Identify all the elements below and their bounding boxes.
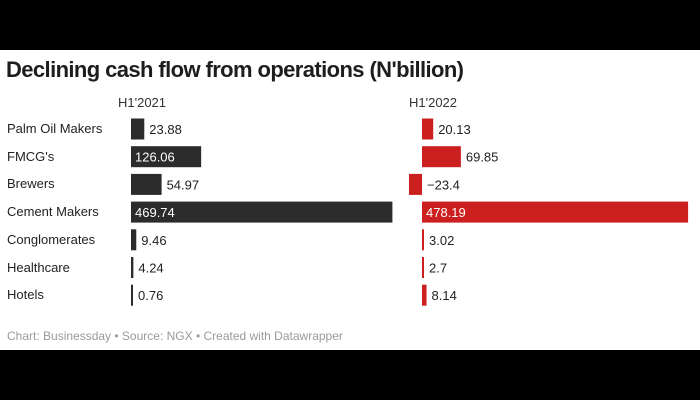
- category-label: Cement Makers: [7, 204, 99, 220]
- value-label: 0.76: [138, 288, 163, 303]
- value-label: −23.4: [427, 177, 460, 192]
- bar: [131, 201, 393, 223]
- bar: [408, 173, 422, 195]
- value-label: 23.88: [149, 122, 182, 137]
- value-label: 2.7: [429, 261, 447, 276]
- column-header-h1-2021: H1'2021: [118, 95, 167, 110]
- bar: [131, 257, 134, 278]
- value-label: 469.74: [135, 205, 175, 220]
- category-label: Healthcare: [7, 259, 70, 275]
- chart-footer: Chart: Businessday • Source: NGX • Creat…: [7, 329, 343, 343]
- value-label: 478.19: [426, 205, 466, 220]
- category-label: FMCG's: [7, 148, 55, 164]
- bar-chart: 23.88 126.06 54.97 469.74 9.46 4.24 0.76 20.13 6…: [131, 118, 689, 306]
- chart-title: Declining cash flow from operations (N'b…: [6, 57, 464, 82]
- category-label: Brewers: [7, 176, 55, 192]
- bar: [422, 257, 424, 278]
- value-label: 3.02: [429, 233, 454, 248]
- bar: [422, 118, 434, 140]
- bar: [422, 229, 424, 251]
- value-label: 69.85: [466, 150, 499, 165]
- bar: [131, 118, 145, 140]
- category-label: Conglomerates: [7, 231, 96, 247]
- column-header-h1-2022: H1'2022: [409, 95, 458, 110]
- bar: [422, 146, 461, 168]
- bar: [131, 173, 162, 195]
- bar: [131, 146, 202, 168]
- chart-panel: Declining cash flow from operations (N'b…: [0, 50, 700, 350]
- value-label: 126.06: [135, 150, 175, 165]
- bar: [131, 284, 133, 306]
- value-label: 9.46: [141, 233, 166, 248]
- value-label: 20.13: [438, 122, 471, 137]
- value-label: 8.14: [432, 288, 457, 303]
- bar: [422, 201, 689, 223]
- category-label: Hotels: [7, 287, 44, 303]
- value-label: 54.97: [167, 177, 200, 192]
- value-label: 4.24: [138, 261, 163, 276]
- bar: [422, 284, 427, 306]
- bar: [131, 229, 137, 251]
- category-label: Palm Oil Makers: [7, 121, 103, 136]
